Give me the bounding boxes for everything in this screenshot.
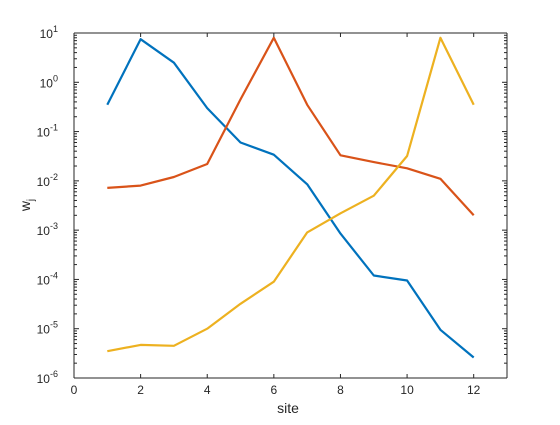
- plot-background: [74, 33, 507, 378]
- y-tick-label: 10-5: [37, 320, 58, 337]
- axes-layer: 0 2 4 6 8 10 12 10-6 10-5 10-4 10-3 10-2 10-1 100 101: [37, 24, 508, 397]
- x-tick-label: 0: [71, 383, 78, 397]
- y-axis-label: wj: [17, 199, 37, 212]
- x-tick-label: 12: [467, 383, 481, 397]
- x-tick-label: 10: [400, 383, 414, 397]
- y-tick-label: 10-3: [37, 221, 58, 238]
- plot-area: [74, 33, 507, 378]
- series-line-1: [106, 38, 475, 359]
- series-layer: [106, 36, 475, 359]
- x-tick-label: 8: [337, 383, 344, 397]
- x-tick-label: 2: [137, 383, 144, 397]
- x-axis-label: site: [277, 400, 299, 416]
- x-tick-label: 4: [204, 383, 211, 397]
- y-tick-label: 101: [40, 24, 58, 41]
- y-axis-label-sub: j: [26, 199, 37, 202]
- y-tick-label: 10-2: [37, 172, 58, 189]
- y-tick-label: 10-1: [37, 123, 58, 140]
- series-line-3: [107, 36, 475, 353]
- y-tick-label: 10-4: [37, 270, 58, 287]
- y-axis-label-base: w: [17, 200, 33, 212]
- y-tick-label: 10-6: [37, 369, 58, 386]
- x-tick-label: 6: [271, 383, 278, 397]
- y-tick-label: 100: [40, 73, 58, 90]
- series-line-2: [107, 36, 475, 217]
